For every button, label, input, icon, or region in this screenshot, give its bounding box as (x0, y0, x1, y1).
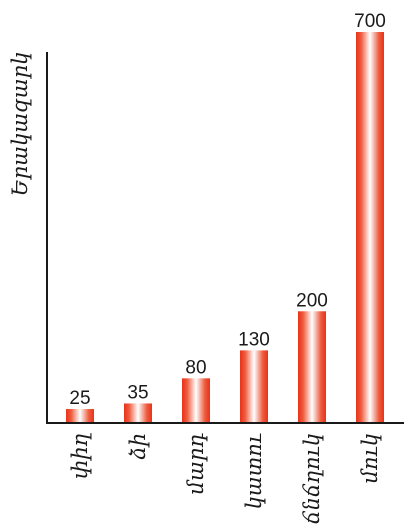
value-label-3: 130 (238, 329, 270, 350)
category-label-4: ճնճղուկ (300, 433, 324, 524)
bar-5 (356, 32, 384, 423)
category-label-2: մարդ (184, 433, 208, 495)
value-label-2: 80 (185, 357, 206, 378)
value-label-4: 200 (296, 290, 328, 311)
y-axis-title: Երակազարկ (8, 52, 32, 197)
bar-4 (298, 311, 326, 423)
category-label-1: ձի (126, 433, 150, 460)
bars-group (66, 32, 384, 423)
bar-2 (182, 378, 210, 423)
value-label-1: 35 (127, 382, 148, 403)
bar-0 (66, 409, 94, 423)
value-label-0: 25 (69, 388, 90, 409)
category-label-0: փիղ (68, 432, 92, 479)
value-labels-group: 25 35 80 130 200 700 (69, 11, 385, 409)
category-label-3: կատու (242, 433, 266, 509)
bar-1 (124, 403, 152, 423)
category-labels-group: փիղ ձի մարդ կատու ճնճղուկ մուկ (68, 432, 382, 524)
value-label-5: 700 (354, 11, 386, 32)
category-label-5: մուկ (358, 433, 382, 484)
bar-3 (240, 350, 268, 423)
